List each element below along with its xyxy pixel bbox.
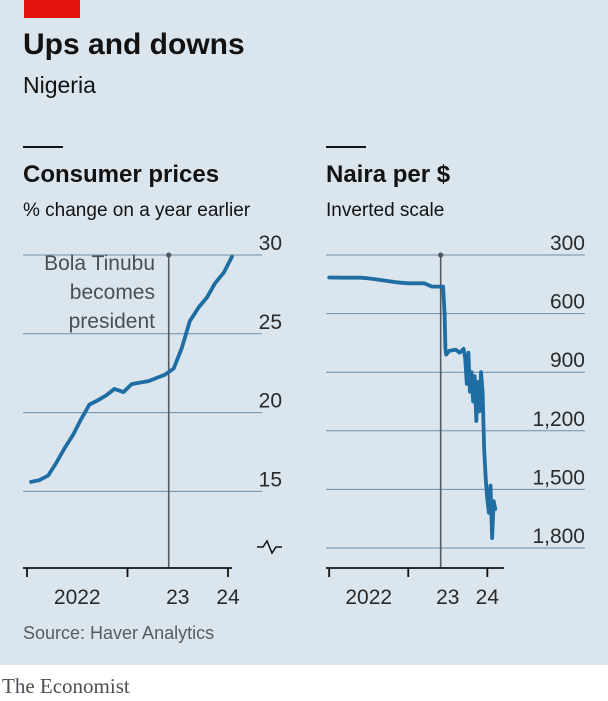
y-tick-label: 1,200 bbox=[532, 408, 585, 431]
x-tick-label: 2022 bbox=[54, 586, 101, 609]
x-tick-label: 23 bbox=[436, 586, 459, 609]
page-subtitle: Nigeria bbox=[23, 72, 96, 98]
y-tick-label: 25 bbox=[259, 311, 282, 334]
event-marker bbox=[438, 252, 444, 258]
naira-chart: Naira per $ Inverted scale 300 600 900 1,20… bbox=[326, 146, 585, 609]
annotation-text: becomes bbox=[70, 281, 155, 304]
annotation-text: president bbox=[69, 310, 156, 333]
x-tick-label: 24 bbox=[216, 586, 240, 609]
x-tick-label: 24 bbox=[476, 586, 500, 609]
series-line bbox=[327, 275, 498, 541]
source-note: Source: Haver Analytics bbox=[23, 623, 215, 643]
brand-logo-text: The Economist bbox=[2, 674, 130, 698]
axis-break-icon bbox=[257, 539, 282, 555]
y-tick-label: 20 bbox=[259, 390, 282, 413]
chart-panel bbox=[0, 0, 608, 665]
consumer-prices-chart: Consumer prices % change on a year earli… bbox=[23, 146, 282, 609]
x-tick-label: 23 bbox=[166, 586, 189, 609]
y-tick-label: 1,800 bbox=[532, 525, 585, 548]
brand-red-tag bbox=[24, 0, 80, 18]
y-tick-label: 1,500 bbox=[532, 466, 585, 489]
series-line bbox=[29, 254, 234, 484]
y-tick-label: 30 bbox=[259, 232, 282, 255]
panel-rule-right bbox=[326, 146, 366, 148]
panel-rule-left bbox=[23, 146, 63, 148]
y-tick-label: 300 bbox=[550, 232, 585, 255]
annotation-text: Bola Tinubu bbox=[44, 252, 155, 275]
chart-svg: Consumer prices % change on a year earli… bbox=[23, 146, 585, 609]
y-tick-label: 15 bbox=[259, 468, 282, 491]
y-tick-label: 900 bbox=[550, 349, 585, 372]
consumer-prices-subtitle: % change on a year earlier bbox=[23, 200, 251, 221]
naira-title: Naira per $ bbox=[326, 161, 451, 188]
page-title: Ups and downs bbox=[23, 28, 245, 61]
event-marker bbox=[166, 252, 172, 258]
x-tick-label: 2022 bbox=[345, 586, 392, 609]
consumer-prices-title: Consumer prices bbox=[23, 161, 219, 188]
naira-subtitle: Inverted scale bbox=[326, 200, 444, 221]
y-tick-label: 600 bbox=[550, 291, 585, 314]
